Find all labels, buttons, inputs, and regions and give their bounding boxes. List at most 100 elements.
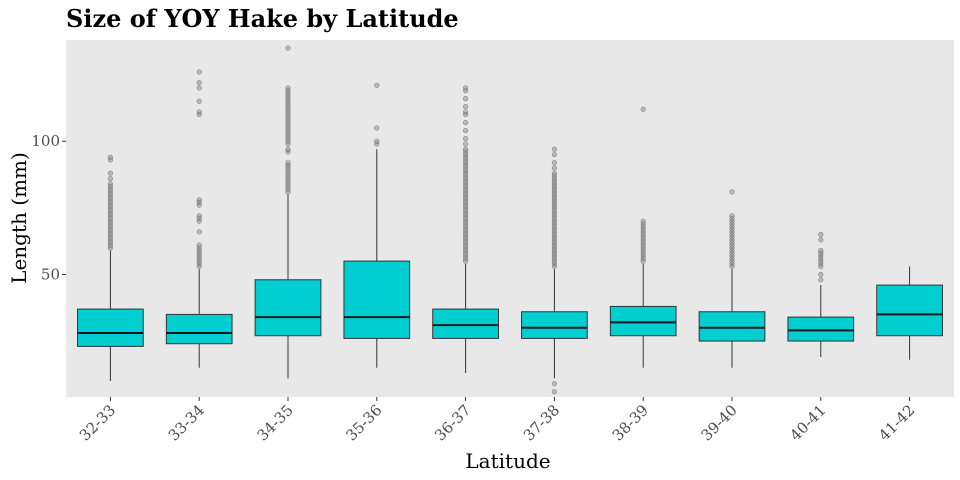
outlier-point <box>551 263 558 270</box>
outlier-point <box>196 255 202 262</box>
outlier-point <box>285 173 291 179</box>
outlier-point <box>374 138 380 144</box>
outlier-point <box>551 229 558 235</box>
outlier-point <box>107 181 113 187</box>
outlier-point <box>285 178 291 184</box>
outlier-point <box>196 253 202 259</box>
outlier-point <box>107 207 113 214</box>
outlier-point <box>285 181 291 187</box>
outlier-point <box>463 237 469 243</box>
outlier-point <box>640 253 646 259</box>
outlier-point <box>640 221 646 227</box>
outlier-point <box>463 135 469 142</box>
outlier-point <box>196 258 202 264</box>
outlier-point <box>551 237 558 243</box>
outlier-point <box>463 181 469 187</box>
outlier-point <box>729 250 735 256</box>
outlier-point <box>463 189 469 195</box>
outlier-point <box>196 197 202 203</box>
outlier-point <box>729 229 735 235</box>
outlier-point <box>551 389 558 395</box>
outlier-point <box>463 202 469 208</box>
outlier-point <box>551 242 558 248</box>
outlier-point <box>640 226 646 232</box>
outlier-point <box>107 242 113 248</box>
box-group-38-39 <box>609 106 677 368</box>
outlier-point <box>285 133 291 139</box>
outlier-point <box>729 189 735 195</box>
outlier-point <box>107 234 113 240</box>
x-tick-label: 34-35 <box>254 401 297 444</box>
box-group-34-35 <box>254 45 322 379</box>
outlier-point <box>729 261 735 267</box>
outlier-point <box>551 199 558 206</box>
outlier-point <box>729 239 735 246</box>
outlier-point <box>729 218 735 224</box>
outlier-point <box>463 213 469 219</box>
outlier-point <box>551 205 558 211</box>
box-group-36-37 <box>432 85 499 374</box>
outlier-point <box>196 215 202 222</box>
outlier-point <box>107 202 113 208</box>
outlier-point <box>729 255 735 262</box>
x-tick-label: 41-42 <box>875 401 918 444</box>
box <box>609 305 677 337</box>
outlier-point <box>551 215 558 222</box>
outlier-point <box>818 261 824 267</box>
box <box>698 311 766 342</box>
outlier-point <box>818 258 824 264</box>
outlier-point <box>107 170 113 176</box>
outlier-point <box>285 165 291 171</box>
outlier-point <box>107 213 113 219</box>
outlier-point <box>463 127 469 134</box>
box-group-32-33 <box>77 154 144 382</box>
outlier-point <box>729 234 735 240</box>
outlier-point <box>551 221 558 227</box>
box <box>77 308 144 347</box>
box <box>521 311 588 339</box>
y-tick-label: 50 <box>41 265 60 283</box>
outlier-point <box>107 221 113 227</box>
outlier-point <box>374 125 380 131</box>
outlier-point <box>107 229 113 235</box>
x-tick-label: 32-33 <box>76 401 119 444</box>
outlier-point <box>463 96 469 102</box>
outlier-point <box>463 245 469 251</box>
outlier-point <box>196 245 202 251</box>
outlier-point <box>551 253 558 259</box>
outlier-point <box>463 104 469 110</box>
outlier-point <box>463 258 469 264</box>
outlier-point <box>463 175 469 182</box>
outlier-point <box>463 165 469 171</box>
outlier-point <box>107 210 113 216</box>
outlier-point <box>551 245 558 251</box>
outlier-point <box>463 197 469 203</box>
outlier-point <box>107 154 113 160</box>
outlier-point <box>640 239 646 246</box>
outlier-point <box>463 141 469 147</box>
outlier-point <box>551 151 558 158</box>
outlier-point <box>196 69 202 75</box>
outlier-point <box>463 88 469 94</box>
outlier-point <box>818 255 824 262</box>
outlier-point <box>640 218 646 224</box>
outlier-point <box>374 82 380 88</box>
outlier-point <box>463 242 469 248</box>
box <box>876 284 943 337</box>
x-tick-label: 40-41 <box>786 401 829 444</box>
outlier-point <box>463 239 469 246</box>
outlier-point <box>285 45 291 51</box>
outlier-point <box>107 205 113 211</box>
outlier-point <box>196 261 202 267</box>
outlier-point <box>551 210 558 216</box>
outlier-point <box>551 226 558 232</box>
outlier-point <box>285 189 291 195</box>
outlier-point <box>463 255 469 262</box>
outlier-point <box>463 191 469 198</box>
outlier-point <box>463 223 469 230</box>
outlier-point <box>729 215 735 222</box>
outlier-point <box>640 106 646 112</box>
outlier-point <box>285 93 291 99</box>
outlier-point <box>196 109 202 115</box>
x-tick-label: 35-36 <box>342 401 385 444</box>
